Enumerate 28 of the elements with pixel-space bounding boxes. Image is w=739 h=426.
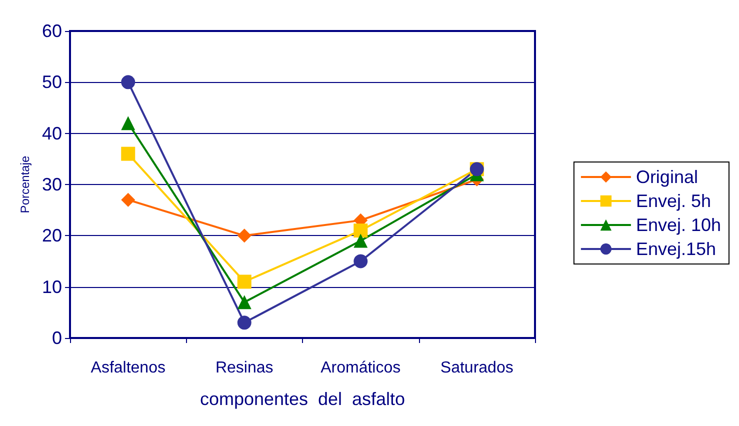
y-tick-label: 0 xyxy=(52,328,62,348)
y-tick-label: 30 xyxy=(42,174,62,194)
x-tick-label: Asfaltenos xyxy=(90,360,166,376)
legend-label: Original xyxy=(636,167,698,187)
point xyxy=(354,234,368,248)
y-tick-label: 40 xyxy=(42,123,62,144)
x-tick-label: Saturados xyxy=(440,360,514,376)
point xyxy=(121,146,136,161)
legend-label: Envej. 10h xyxy=(636,215,721,235)
point xyxy=(121,116,136,130)
x-tick-label: Resinas xyxy=(215,360,274,376)
y-tick-label: 20 xyxy=(42,226,62,246)
y-tick-label: 60 xyxy=(42,21,62,41)
point xyxy=(354,254,368,268)
x-tick-label: Aromáticos xyxy=(320,360,401,376)
point xyxy=(354,224,368,238)
x-axis-title: componentes del asfalto xyxy=(200,389,406,409)
y-tick-label: 10 xyxy=(42,276,62,297)
point xyxy=(237,295,252,310)
point xyxy=(237,274,252,289)
legend-label: Envej. 5h xyxy=(636,191,711,211)
point xyxy=(237,228,252,243)
y-tick-label: 50 xyxy=(42,72,62,92)
point xyxy=(121,75,136,90)
point xyxy=(121,192,136,207)
point xyxy=(237,316,252,330)
legend-label: Envej.15h xyxy=(636,239,716,259)
y-axis-title: Porcentaje xyxy=(18,155,32,214)
